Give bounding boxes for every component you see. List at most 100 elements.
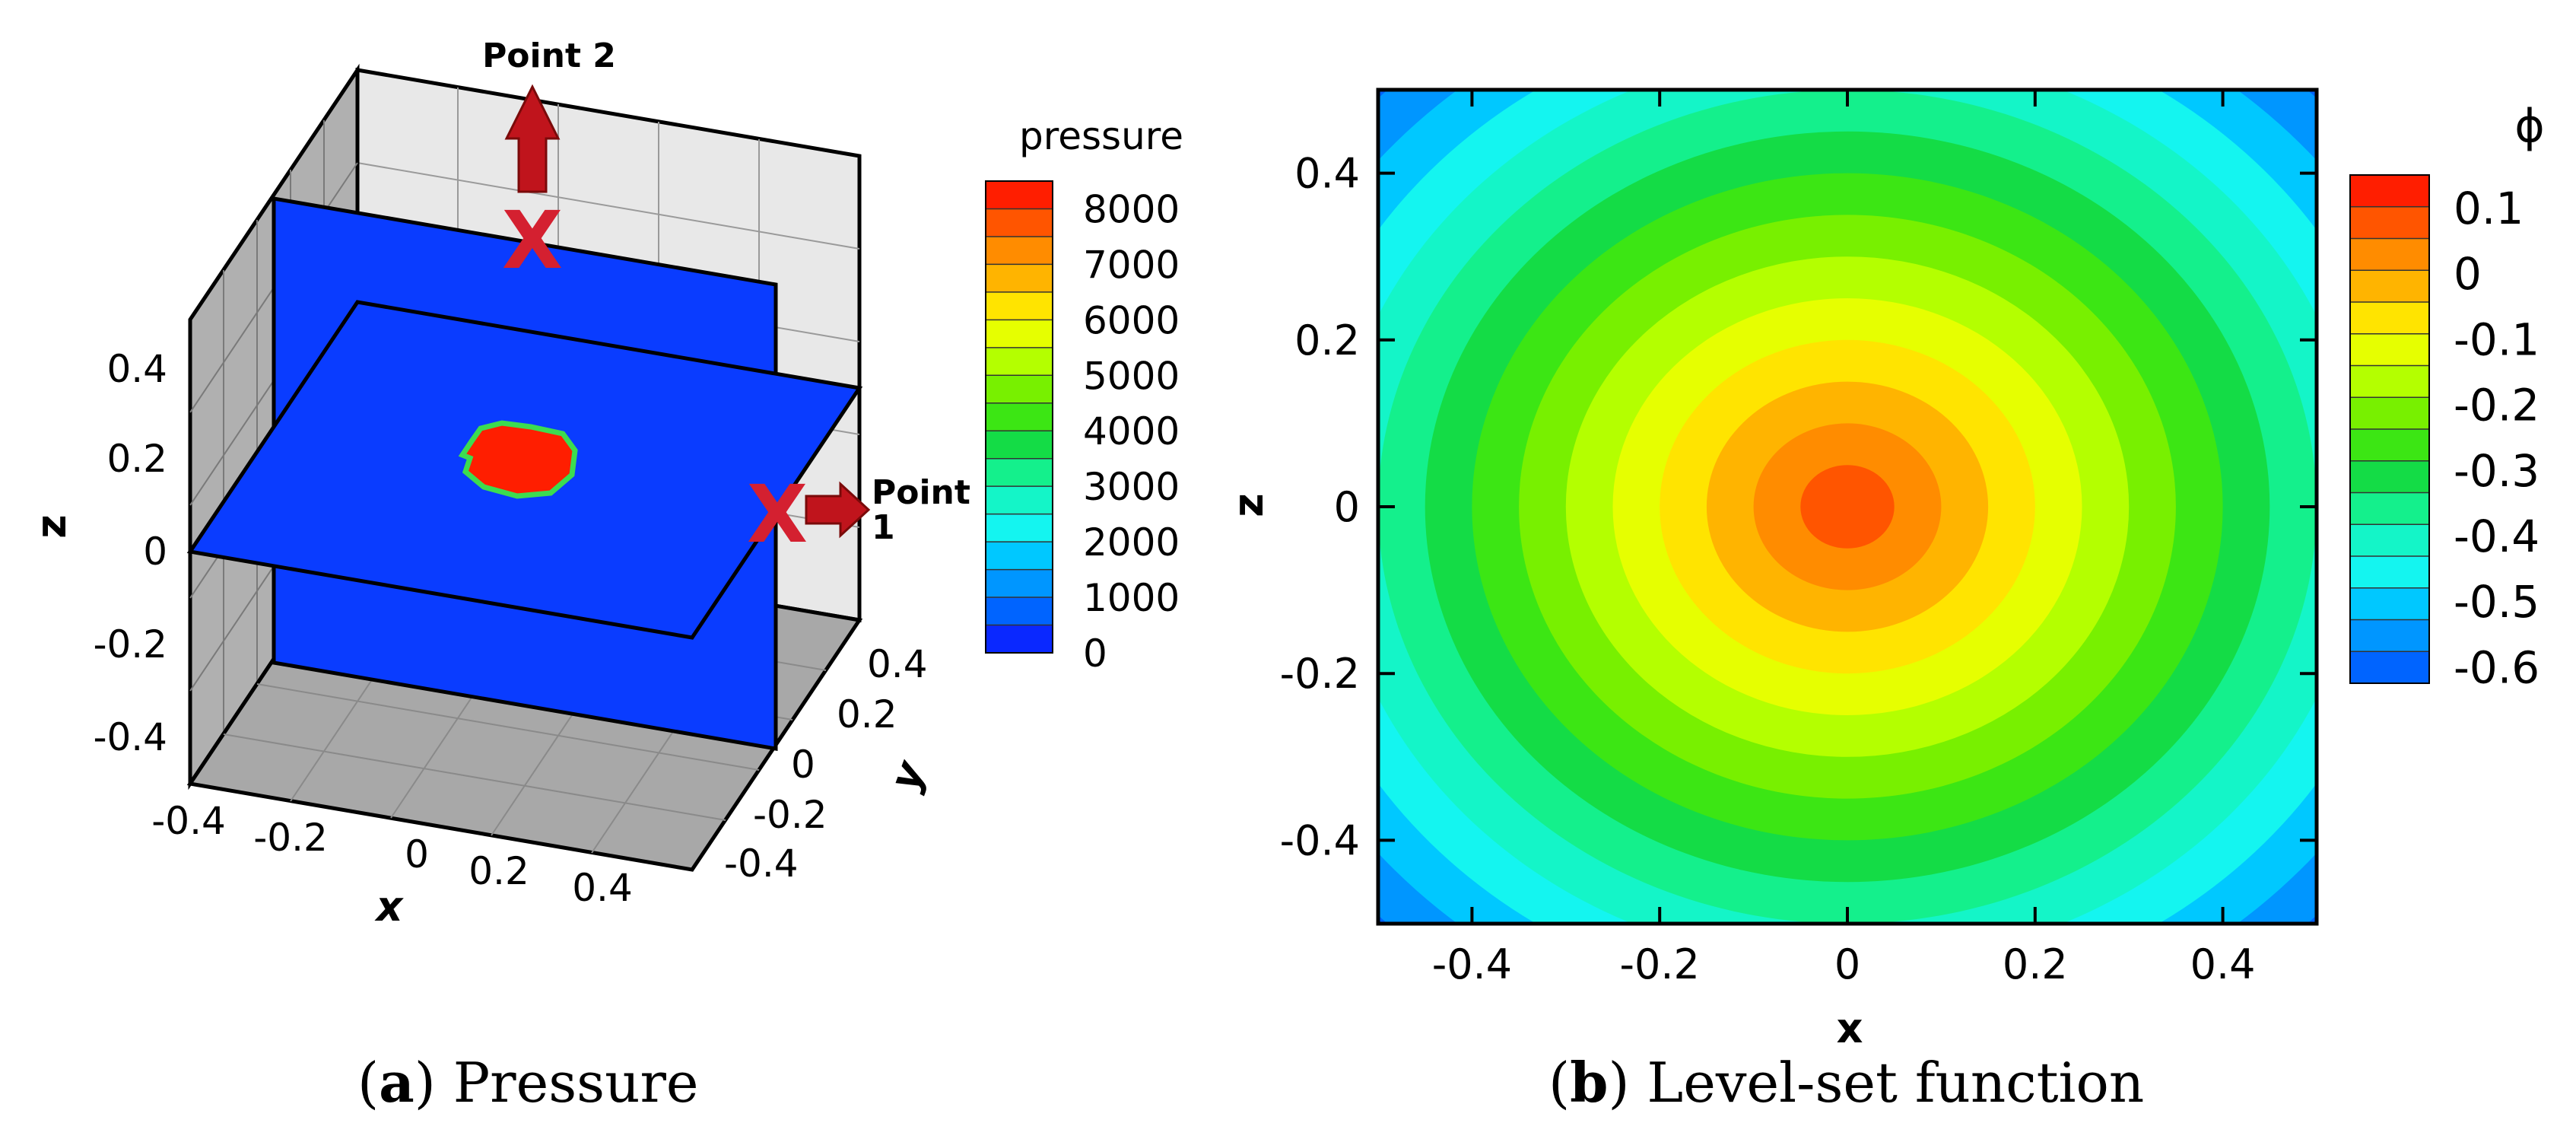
colorbar-level-swatch <box>2350 619 2429 652</box>
colorbar-tick-label: -0.3 <box>2454 445 2539 497</box>
z-tick-label: 0.4 <box>106 347 167 391</box>
cross-marker-icon: X <box>747 468 808 561</box>
colorbar-level-swatch <box>2350 365 2429 398</box>
colorbar-level-swatch <box>986 291 1053 320</box>
colorbar-level-swatch <box>2350 429 2429 462</box>
x-tick-label: 0.2 <box>469 849 529 893</box>
z-tick-label: -0.4 <box>93 715 167 759</box>
colorbar-level-swatch <box>986 458 1053 487</box>
y-tick-label: 0.2 <box>837 692 897 737</box>
colorbar-level-swatch <box>986 347 1053 376</box>
colorbar-level-swatch <box>2350 206 2429 239</box>
colorbar-tick-label: 3000 <box>1083 465 1180 509</box>
colorbar-tick-label: 8000 <box>1083 187 1180 231</box>
colorbar-tick-label: 6000 <box>1083 298 1180 342</box>
colorbar-tick-label: 7000 <box>1083 243 1180 287</box>
colorbar-tick-label: 1000 <box>1083 576 1180 620</box>
pressure-colorbar-title: pressure <box>1019 114 1183 158</box>
colorbar-level-swatch <box>2350 238 2429 271</box>
x-tick-label: 0.4 <box>572 866 633 910</box>
caption-a-text: Pressure <box>453 1051 699 1115</box>
pressure-colorbar: 8000 7000 6000 5000 4000 3000 2000 1000 0 <box>985 180 1180 676</box>
z-tick-label: -0.4 <box>1280 816 1360 864</box>
point-1-marker: X Point 1 <box>747 468 970 561</box>
phi-colorbar-title: ϕ <box>2514 100 2545 153</box>
x-tick-label: -0.2 <box>1620 940 1700 988</box>
colorbar-level-swatch <box>986 597 1053 626</box>
point-1-label-line1: Point <box>872 473 970 512</box>
panel-a-3d-plot: X Point 2 X Point 1 0.4 0.2 0 -0.2 -0.4 … <box>27 37 1183 931</box>
colorbar-level-swatch <box>986 320 1053 348</box>
x-tick-label: 0 <box>405 832 429 877</box>
x-tick-label: -0.4 <box>151 799 226 843</box>
colorbar-level-swatch <box>986 486 1053 515</box>
colorbar-tick-label: -0.4 <box>2454 511 2539 562</box>
y-axis-label: y <box>880 753 935 797</box>
colorbar-level-swatch <box>2350 460 2429 493</box>
colorbar-level-swatch <box>986 208 1053 237</box>
colorbar-tick-label: -0.1 <box>2454 313 2539 365</box>
caption-b-text: Level-set function <box>1647 1051 2145 1115</box>
colorbar-level-swatch <box>986 181 1053 209</box>
caption-b: (b) Level-set function <box>1548 1050 2145 1115</box>
point-1-label-line2: 1 <box>872 508 895 547</box>
y-axis-ticks: 0.4 0.2 0 -0.2 -0.4 <box>724 642 928 886</box>
colorbar-level-swatch <box>2350 175 2429 208</box>
colorbar-tick-label: 2000 <box>1083 520 1180 565</box>
colorbar-level-swatch <box>2350 333 2429 366</box>
colorbar-frame <box>985 180 1053 654</box>
panel-b-contour-plot: -0.4 -0.2 0 0.2 0.40.40.20-0.2-0.4 x z 0.10-… <box>1224 87 2545 1052</box>
colorbar-level-swatch <box>2350 651 2429 684</box>
x-axis-label: x <box>374 883 405 931</box>
colorbar-tick-label: 5000 <box>1083 354 1180 398</box>
z-tick-label: 0.4 <box>1294 150 1360 198</box>
z-tick-label: 0.2 <box>106 437 167 481</box>
colorbar-level-swatch <box>2350 302 2429 335</box>
point-2-label: Point 2 <box>482 37 616 75</box>
x-axis-ticks: -0.4 -0.2 0 0.2 0.4 <box>151 799 633 910</box>
caption-a-label: a <box>379 1050 415 1115</box>
z-axis-label: z <box>27 514 75 538</box>
colorbar-tick-label: 0 <box>2454 248 2482 300</box>
colorbar-level-swatch <box>2350 270 2429 303</box>
colorbar-level-swatch <box>2350 524 2429 557</box>
colorbar-level-swatch <box>986 375 1053 404</box>
colorbar-level-swatch <box>986 625 1053 654</box>
x-tick-label: 0 <box>1834 940 1860 988</box>
caption-a: (a) Pressure <box>357 1050 699 1115</box>
colorbar-level-swatch <box>986 514 1053 542</box>
caption-b-label: b <box>1570 1050 1609 1115</box>
x-axis-label: x <box>1837 1004 1863 1052</box>
colorbar-level-swatch <box>2350 587 2429 620</box>
colorbar-level-swatch <box>2350 556 2429 589</box>
colorbar-level-swatch <box>986 402 1053 431</box>
phi-colorbar: 0.1 0 -0.1 -0.2 -0.3 -0.4 -0.5 -0.6 <box>2349 174 2539 693</box>
pressure-hot-region <box>458 420 578 499</box>
point-2-marker: X Point 2 <box>482 37 616 287</box>
levelset-axis-ticks: -0.4 -0.2 0 0.2 0.4 0.4 0.2 0 -0.2 -0.4 <box>1280 90 2317 988</box>
colorbar-tick-label: -0.2 <box>2454 380 2539 431</box>
colorbar-frame <box>2349 174 2430 684</box>
cross-marker-icon: X <box>502 194 563 287</box>
z-tick-label: 0 <box>143 530 167 574</box>
z-tick-label: -0.2 <box>93 622 167 667</box>
y-tick-label: -0.2 <box>753 793 827 837</box>
z-axis-label: z <box>1224 493 1272 517</box>
colorbar-level-swatch <box>986 569 1053 598</box>
colorbar-level-swatch <box>2350 397 2429 430</box>
z-axis-ticks: 0.4 0.2 0 -0.2 -0.4 <box>93 347 167 759</box>
x-tick-label: -0.2 <box>253 816 328 860</box>
x-tick-label: 0.4 <box>2190 940 2256 988</box>
colorbar-tick-label: -0.6 <box>2454 641 2539 693</box>
y-tick-label: 0 <box>791 743 815 787</box>
y-tick-label: 0.4 <box>867 642 928 686</box>
colorbar-level-swatch <box>986 264 1053 293</box>
colorbar-level-swatch <box>986 542 1053 571</box>
colorbar-level-swatch <box>986 431 1053 460</box>
z-tick-label: 0 <box>1334 483 1360 531</box>
contour-band <box>1800 465 1895 549</box>
arrow-up-icon <box>504 84 561 193</box>
colorbar-tick-label: 4000 <box>1083 409 1180 453</box>
z-tick-label: 0.2 <box>1294 317 1360 364</box>
